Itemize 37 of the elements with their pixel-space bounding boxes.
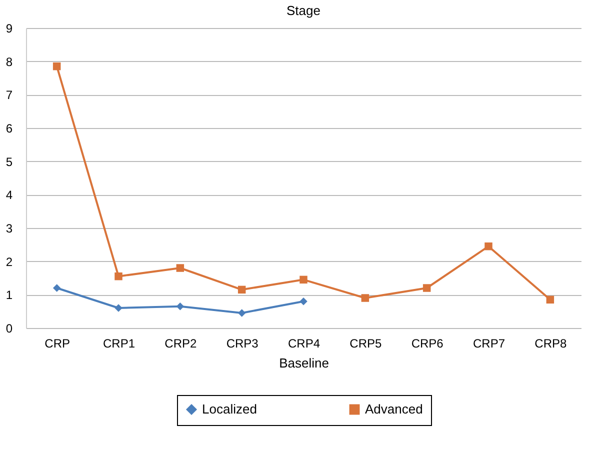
- point: [300, 297, 308, 306]
- x-tick-label: CRP6: [411, 336, 444, 350]
- x-tick-label: CRP5: [350, 336, 382, 350]
- x-tick-label: CRP1: [102, 336, 136, 350]
- point: [361, 294, 370, 302]
- point: [176, 302, 184, 310]
- y-tick-label: 4: [6, 188, 13, 202]
- y-tick-label: 0: [6, 322, 13, 336]
- y-tick-label: 5: [6, 154, 13, 169]
- y-tick-label: 2: [6, 254, 13, 269]
- x-tick-label: CRP: [44, 336, 70, 350]
- chart-title: Stage: [286, 3, 320, 18]
- x-tick-label: CRP3: [226, 336, 259, 350]
- x-tick-label: CRP4: [288, 336, 320, 350]
- point: [176, 264, 184, 272]
- x-axis-title: Baseline: [279, 356, 329, 370]
- x-tick-label: CRP8: [534, 336, 567, 350]
- point: [114, 272, 122, 280]
- y-tick-label: 8: [6, 54, 13, 69]
- legend-label: Localized: [202, 402, 257, 417]
- point: [484, 242, 492, 250]
- point: [114, 304, 122, 312]
- y-tick-label: 1: [6, 288, 13, 302]
- y-tick-label: 6: [6, 122, 13, 136]
- point: [546, 296, 554, 304]
- legend-label: Advanced: [365, 402, 423, 417]
- point: [52, 284, 61, 292]
- point: [422, 284, 431, 292]
- x-tick-label: CRP7: [472, 336, 506, 350]
- y-tick-label: 9: [6, 22, 13, 36]
- y-tick-label: 3: [6, 222, 13, 236]
- point: [52, 62, 61, 70]
- y-tick-label: 7: [6, 88, 13, 102]
- point: [300, 276, 308, 284]
- point: [238, 286, 246, 294]
- x-tick-label: CRP2: [164, 336, 197, 350]
- point: [238, 309, 246, 317]
